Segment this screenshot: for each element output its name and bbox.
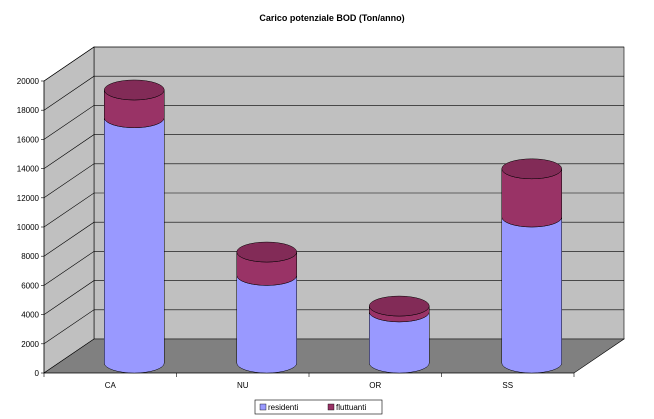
- gridline: [43, 105, 624, 140]
- bar-nu-fluttuanti: [236, 241, 297, 286]
- y-tick-label: 10000: [17, 223, 40, 232]
- gridline: [43, 280, 624, 315]
- bar-body: [236, 275, 297, 374]
- chart-title: Carico potenziale BOD (Ton/anno): [259, 13, 404, 23]
- bar-body: [501, 216, 562, 374]
- gridline: [43, 163, 624, 199]
- x-tick-label: CA: [105, 381, 117, 390]
- legend-swatch: [327, 403, 335, 411]
- y-tick-label: 16000: [17, 135, 40, 144]
- gridline: [43, 46, 624, 82]
- y-tick-label: 12000: [17, 194, 40, 203]
- gridline: [43, 251, 624, 286]
- legend: residenti fluttuanti: [254, 399, 383, 415]
- bar-body: [104, 117, 165, 374]
- y-tick-label: 0: [35, 369, 40, 378]
- y-tick-label: 20000: [17, 77, 40, 86]
- x-tick-label: SS: [502, 381, 513, 390]
- y-tick-label: 2000: [21, 340, 39, 349]
- y-tick-label: 6000: [21, 281, 39, 290]
- bar-top: [236, 241, 297, 263]
- bar-nu-residenti: [236, 275, 297, 374]
- gridline: [43, 192, 624, 228]
- bar-ss-fluttuanti: [501, 158, 562, 228]
- bar-ss-residenti: [501, 216, 562, 374]
- legend-label: residenti: [268, 403, 298, 412]
- y-tick-label: 4000: [21, 311, 39, 320]
- bar-top: [369, 295, 430, 317]
- y-tick-label: 8000: [21, 252, 39, 261]
- bar-or-fluttuanti: [369, 295, 430, 323]
- gridline: [43, 134, 624, 169]
- gridline: [43, 221, 624, 257]
- legend-swatch: [259, 403, 267, 411]
- bars: [104, 79, 562, 374]
- axes: 0 2000 4000 6000 8000 10000 12000 14000 16000 180…: [17, 77, 575, 390]
- bar-top: [104, 79, 165, 101]
- y-tick-label: 18000: [17, 106, 40, 115]
- bar-ca-residenti: [104, 117, 165, 374]
- y-tick-label: 14000: [17, 165, 40, 174]
- bar-ca-fluttuanti: [104, 79, 165, 128]
- legend-label: fluttuanti: [336, 403, 366, 412]
- gridline: [43, 75, 624, 111]
- legend-box: [254, 399, 383, 415]
- bar-top: [501, 158, 562, 180]
- gridline: [43, 309, 624, 345]
- x-tick-label: NU: [237, 381, 249, 390]
- x-tick-label: OR: [369, 381, 381, 390]
- gridlines: [43, 46, 624, 345]
